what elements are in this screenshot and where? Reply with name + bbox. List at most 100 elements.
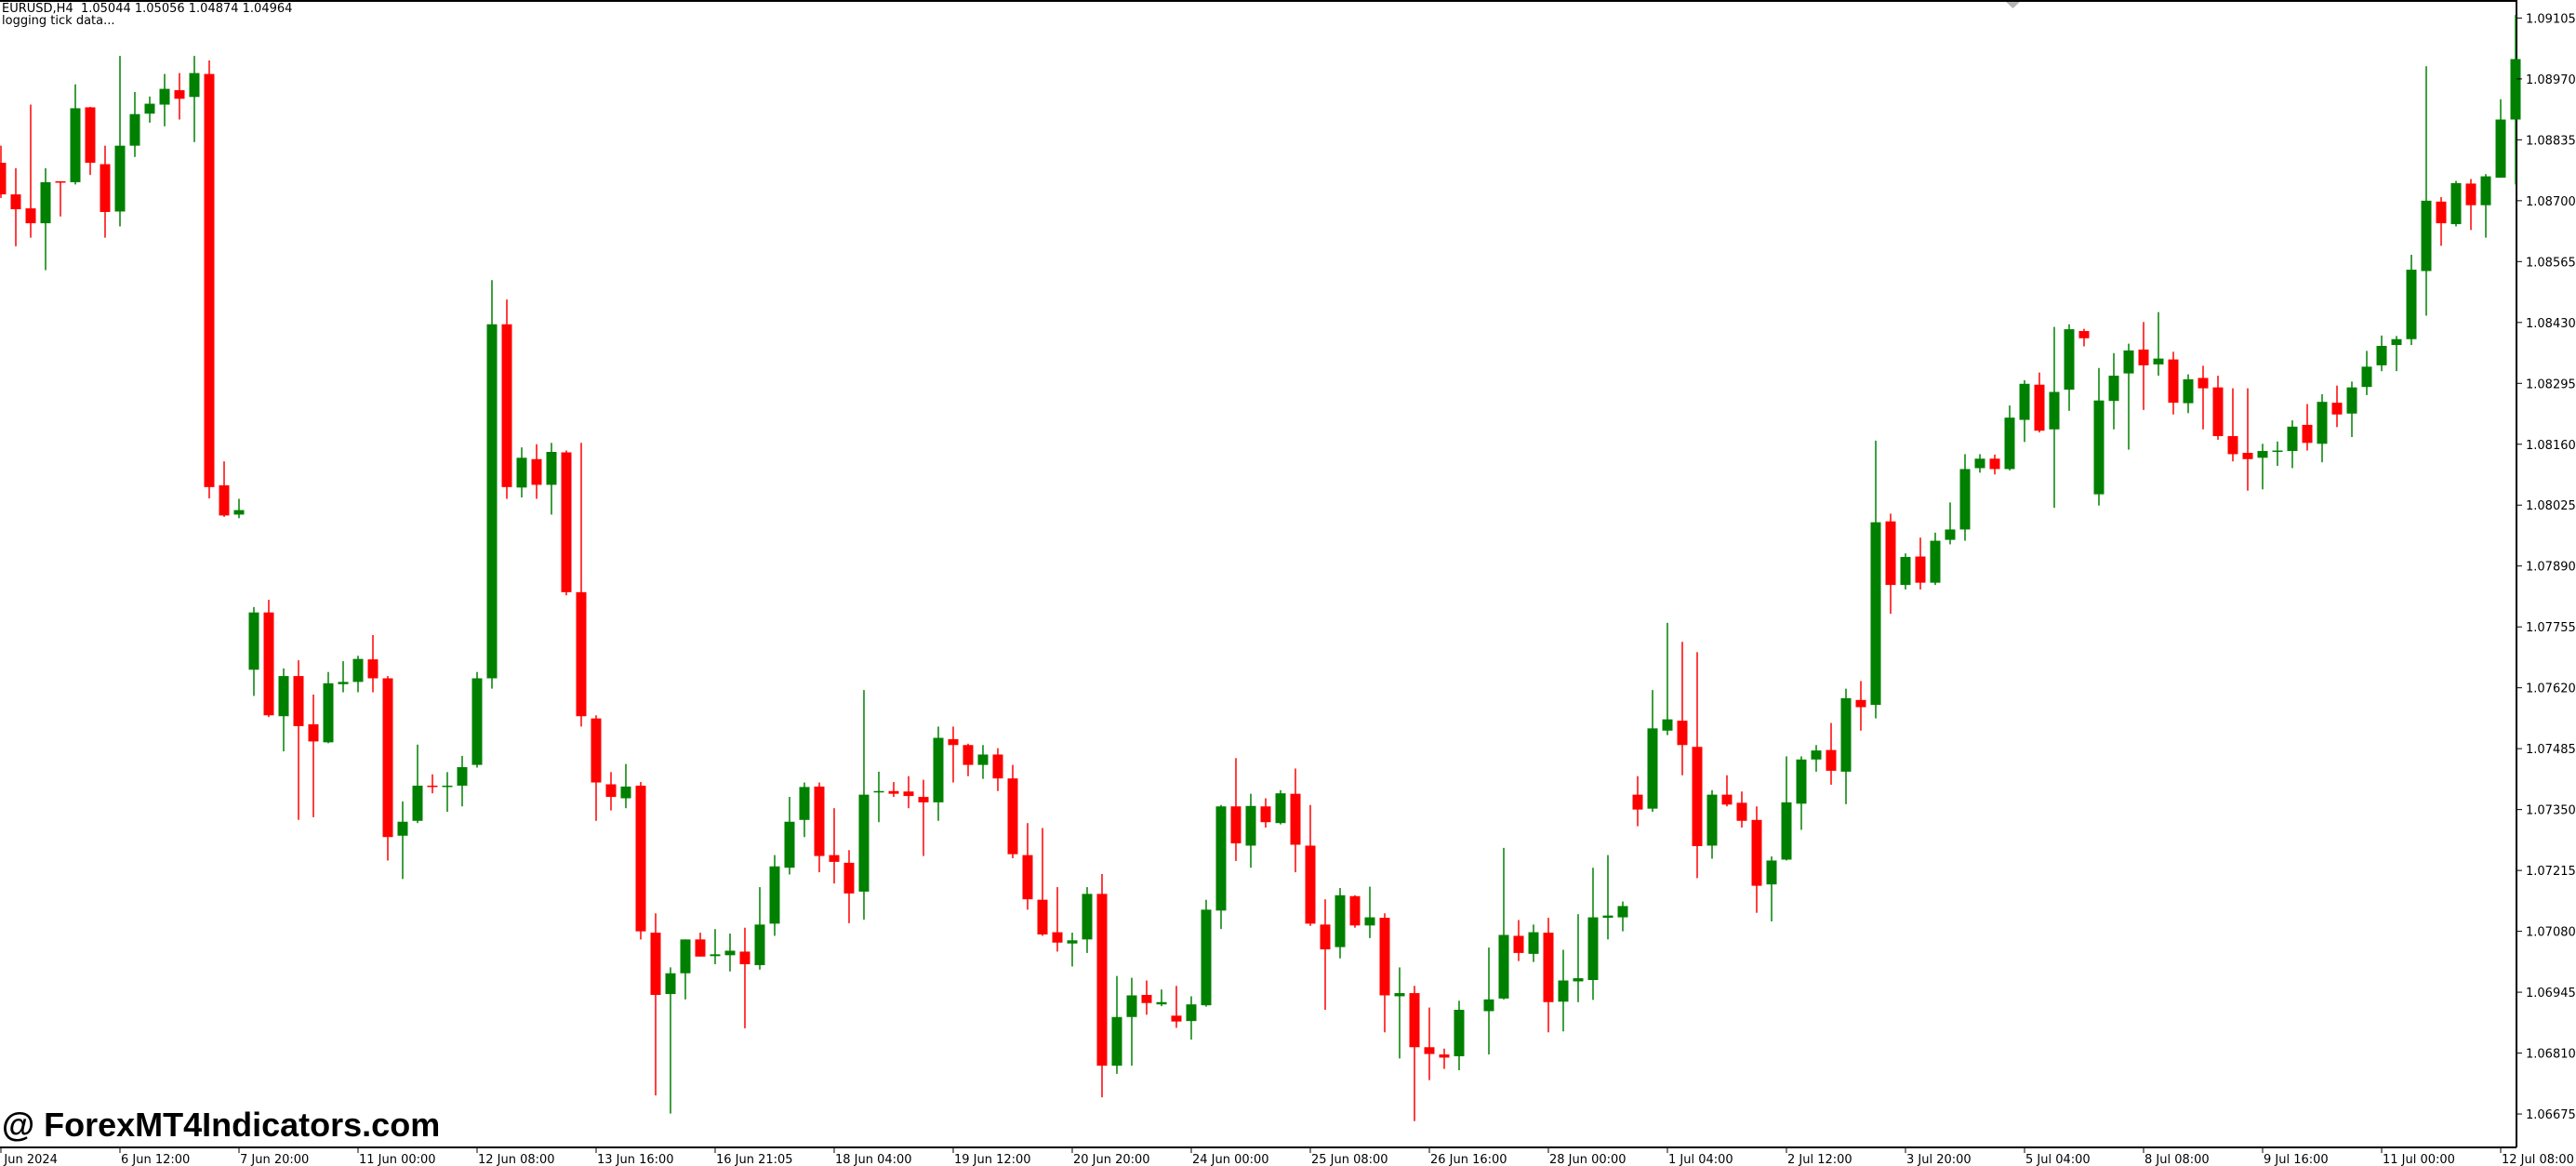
bullish-candle xyxy=(457,755,468,807)
bearish-candle xyxy=(1721,775,1733,807)
bullish-candle xyxy=(278,668,289,752)
bearish-candle xyxy=(2227,388,2238,462)
bullish-candle xyxy=(799,782,810,838)
candle-body xyxy=(159,88,170,105)
bearish-candle xyxy=(382,676,393,861)
bullish-candle xyxy=(1558,949,1569,1032)
bearish-candle xyxy=(1052,887,1063,952)
candle-body xyxy=(963,745,974,765)
candles xyxy=(0,15,2521,1121)
candle-body xyxy=(591,718,602,783)
bullish-candle xyxy=(1602,855,1613,940)
candle-body xyxy=(1573,978,1584,982)
bullish-candle xyxy=(2406,255,2417,346)
bullish-candle xyxy=(70,84,81,185)
time-tick-label: 2 Jul 12:00 xyxy=(1787,1153,1852,1166)
chart-shift-marker-icon[interactable] xyxy=(2006,2,2020,8)
candle-body xyxy=(2168,359,2179,404)
time-tick-label: 26 Jun 16:00 xyxy=(1430,1153,1507,1166)
candle-body xyxy=(605,784,617,798)
candle-body xyxy=(1855,699,1866,708)
bearish-candle xyxy=(1037,828,1048,936)
candle-body xyxy=(1349,895,1361,926)
price-tick-label: 1.08160 xyxy=(2526,439,2576,453)
candle-body xyxy=(1692,747,1703,846)
candle-body xyxy=(1439,1054,1450,1058)
bullish-candle xyxy=(2287,420,2298,469)
bullish-candle xyxy=(2421,66,2432,316)
bearish-candle xyxy=(1349,894,1361,928)
candle-body xyxy=(1662,719,1673,731)
candle-body xyxy=(486,324,498,679)
bearish-candle xyxy=(174,73,185,120)
bullish-candle xyxy=(665,967,676,1114)
candle-body xyxy=(1796,759,1807,804)
bullish-candle xyxy=(114,56,126,227)
bullish-candle xyxy=(769,855,780,936)
candle-body xyxy=(85,107,96,164)
time-tick-label: 25 Jun 08:00 xyxy=(1311,1153,1388,1166)
price-tick-label: 1.08565 xyxy=(2526,256,2576,270)
candle-body xyxy=(1677,721,1688,746)
bullish-candle xyxy=(1334,888,1346,959)
bullish-candle xyxy=(1394,967,1405,1059)
candle-body xyxy=(1409,993,1420,1048)
bullish-candle xyxy=(2108,352,2119,430)
bearish-candle xyxy=(903,775,914,809)
candle-body xyxy=(1290,793,1301,845)
candle-body xyxy=(189,73,200,98)
candle-body xyxy=(888,790,899,794)
bullish-candle xyxy=(1067,933,1078,967)
bullish-candle xyxy=(680,939,691,1000)
bearish-candle xyxy=(0,145,7,198)
candle-body xyxy=(25,208,36,224)
candle-body xyxy=(858,794,870,892)
bearish-candle xyxy=(561,450,572,596)
candle-body xyxy=(799,787,810,820)
candle-body xyxy=(293,676,304,726)
bullish-candle xyxy=(1454,1000,1465,1070)
price-tick-label: 1.08970 xyxy=(2526,73,2576,87)
time-tick-label: 8 Jul 08:00 xyxy=(2144,1153,2210,1166)
candle-body xyxy=(1930,540,1941,583)
bullish-candle xyxy=(233,498,245,519)
time-tick-label: 20 Jun 20:00 xyxy=(1073,1153,1150,1166)
bearish-candle xyxy=(1543,918,1554,1033)
candle-body xyxy=(2198,378,2209,389)
bullish-candle xyxy=(1364,886,1375,938)
bearish-candle xyxy=(10,167,21,246)
candle-body xyxy=(1781,802,1792,860)
candle-body xyxy=(2183,378,2194,404)
price-tick-label: 1.08700 xyxy=(2526,195,2576,209)
bullish-candle xyxy=(1082,887,1093,953)
status-text: logging tick data... xyxy=(2,14,115,28)
candle-body xyxy=(1632,794,1643,810)
bearish-candle xyxy=(2331,385,2343,428)
candle-body xyxy=(1900,557,1911,586)
bullish-candle xyxy=(1215,804,1227,930)
bullish-candle xyxy=(1201,899,1212,1007)
candle-body xyxy=(1186,1004,1197,1022)
bullish-candle xyxy=(1900,553,1911,590)
bullish-candle xyxy=(1647,690,1658,813)
candle-body xyxy=(501,324,512,487)
candle-body xyxy=(948,738,959,746)
candle-body xyxy=(2108,376,2119,402)
candle-body xyxy=(576,591,587,717)
bearish-candle xyxy=(1320,899,1331,1011)
candle-body xyxy=(2421,200,2432,272)
bullish-candle xyxy=(2183,374,2194,414)
bearish-candle xyxy=(1022,823,1033,910)
bearish-candle xyxy=(1439,1048,1450,1069)
candle-body xyxy=(2272,450,2283,453)
candle-body xyxy=(2227,436,2238,455)
candle-body xyxy=(1230,806,1242,844)
candle-body xyxy=(1811,750,1822,760)
bullish-candle xyxy=(2376,335,2387,372)
time-tick-label: 19 Jun 12:00 xyxy=(954,1153,1031,1166)
bearish-candle xyxy=(2034,372,2045,433)
candle-body xyxy=(2034,384,2045,431)
time-tick-label: 1 Jul 04:00 xyxy=(1668,1153,1733,1166)
candle-body xyxy=(1305,845,1316,924)
